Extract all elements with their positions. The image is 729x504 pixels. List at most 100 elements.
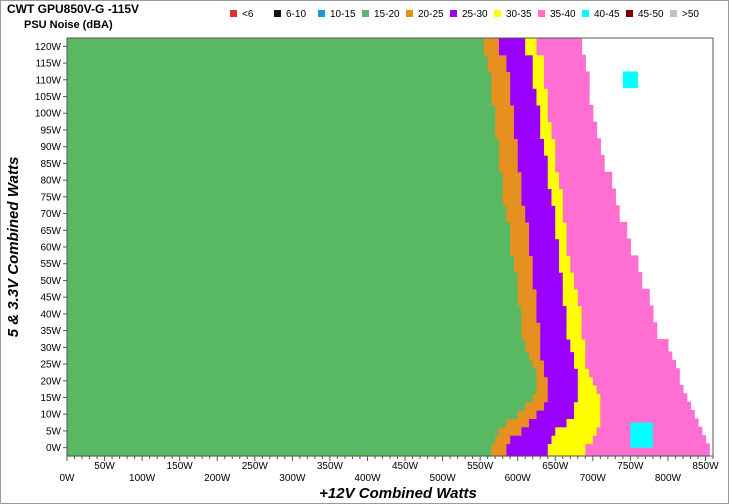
cell-20-25 [536,384,549,394]
x-axis: 50W 150W 250W 350W 450W 550W 650W 750W 850W 0W 100… [60,456,719,484]
cell-35-40 [555,155,605,173]
legend-item-6-10-swatch [274,10,281,17]
x-tick-label: 50W [94,461,115,472]
cell-35-40 [589,368,680,378]
cell-20-25 [521,305,538,323]
cell-15-20 [67,171,504,190]
cell-15-20 [67,384,538,394]
y-tick-label: 35W [40,326,61,337]
legend-item-15-20-swatch [362,10,369,17]
cell-30-35 [574,401,601,411]
cell-25-30 [540,322,568,340]
cell-35-40 [559,171,613,190]
cell-30-35 [574,351,586,361]
x-tick-label: 200W [204,473,231,484]
cell-20-25 [506,418,530,428]
cell-25-30 [528,418,568,428]
cell-25-30 [510,71,534,89]
legend: <6 6-10 10-15 15-20 20-25 25-30 30-35 35-40 40-4… [230,9,699,20]
x-axis-title: +12V Combined Watts [319,485,477,502]
cell-25-30 [547,393,579,403]
y-tick-label: 60W [40,243,61,254]
y-tick-label: 115W [36,59,62,70]
y-tick-label: 85W [40,159,61,170]
cell-25-30 [528,238,560,256]
x-tick-label: 800W [655,473,682,484]
cell-25-30 [517,155,549,173]
y-tick-label: 110W [36,75,62,86]
y-tick-label: 15W [40,393,61,404]
cell-20-25 [532,359,545,369]
x-tick-label: 850W [692,461,719,472]
cell-35-40 [585,338,669,353]
x-tick-label: 400W [354,473,381,484]
cell-30-35 [540,121,553,139]
cell-35-40 [600,393,688,403]
y-tick-label: 5W [46,426,62,437]
cell-15-20 [67,272,519,290]
cell-30-35 [559,255,571,273]
cell-20-25 [525,401,545,411]
cell-25-30 [525,205,556,223]
x-tick-label: 600W [505,473,532,484]
cell-20-25 [498,138,519,156]
cell-30-35 [566,322,583,340]
cell-30-35 [555,426,598,436]
cell-30-35 [555,205,564,223]
y-tick-label: 20W [40,376,61,387]
cell-30-35 [543,138,556,156]
cell-25-30 [540,351,575,361]
x-tick-label: 350W [317,461,344,472]
cell-20-25 [502,171,523,190]
cell-25-30 [547,376,579,386]
cell-25-30 [543,368,579,378]
cell-15-20 [67,368,538,378]
cell-15-20 [67,255,515,273]
cell-15-20 [67,121,496,139]
cell-30-35 [566,418,601,428]
cell-20-25 [532,393,549,403]
legend-item-20-25-swatch [406,10,413,17]
cell-25-30 [517,138,545,156]
cell-25-30 [513,104,541,123]
y-tick-label: 100W [35,109,62,120]
x-tick-label: 650W [542,461,569,472]
cell-20-25 [483,38,500,56]
cell-20-25 [513,255,534,273]
cell-30-35 [547,155,556,173]
highlight-spots [622,71,653,448]
legend-item-45-50-swatch [626,10,633,17]
legend-item-25-30-swatch [450,10,457,17]
cell-15-20 [67,221,511,240]
cell-30-35 [547,171,560,190]
chart-title: CWT GPU850V-G -115V [7,2,139,16]
cell-20-25 [536,368,545,378]
cell-15-20 [67,71,493,89]
legend-item-lt6-swatch [230,10,237,17]
cell-35-40 [585,443,710,457]
cell-25-30 [521,426,556,436]
cell-35-40 [562,205,620,223]
cell-20-25 [528,351,541,361]
cell-15-20 [67,322,523,340]
legend-item-gt50-swatch [670,10,677,17]
cell-20-25 [487,54,508,73]
y-tick-label: 120W [35,42,62,53]
cell-30-35 [562,288,579,307]
cell-35-40 [581,305,654,323]
x-tick-label: 0W [60,473,76,484]
cell-15-20 [67,188,504,206]
legend-item-25-30-label: 25-30 [462,9,488,20]
cell-15-20 [67,351,530,361]
cell-15-20 [67,205,508,223]
cell-20-25 [510,221,530,240]
cell-35-40 [585,359,677,369]
x-tick-label: 300W [279,473,306,484]
cell-30-35 [547,443,586,457]
cell-20-25 [536,376,549,386]
legend-item-lt6-label: <6 [242,9,254,20]
legend-item-10-15-label: 10-15 [330,9,356,20]
cell-35-40 [600,410,695,419]
